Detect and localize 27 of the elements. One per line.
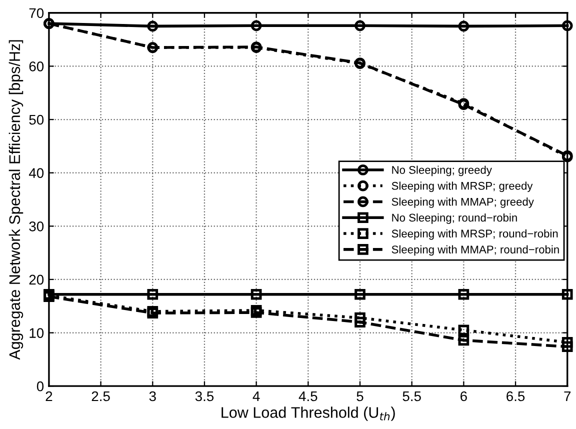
x-tick-label: 4.5 bbox=[298, 391, 318, 402]
legend-label: No Sleeping; greedy bbox=[392, 166, 492, 176]
x-axis-title: Low Load Threshold (U$_{th}$) bbox=[222, 406, 395, 421]
y-tick-label: 0 bbox=[36, 381, 44, 392]
legend-label: No Sleeping; round−robin bbox=[392, 213, 517, 224]
legend-label: Sleeping with MMAP; round−robin bbox=[392, 245, 559, 256]
x-tick-label: 6.5 bbox=[506, 391, 525, 402]
legend-label: Sleeping with MRSP; greedy bbox=[392, 182, 533, 192]
x-tick-label: 4 bbox=[252, 391, 260, 402]
x-tick-label: 5.5 bbox=[402, 391, 421, 402]
x-tick-label: 6 bbox=[460, 391, 467, 402]
x-tick-label: 5 bbox=[356, 391, 364, 402]
y-tick-label: 50 bbox=[29, 114, 44, 125]
x-tick-label: 2 bbox=[46, 391, 52, 402]
legend-label: Sleeping with MMAP; greedy bbox=[392, 198, 534, 208]
y-axis-title: Aggregate Network Spectral Efficiency [bps/Hz] bbox=[8, 40, 24, 360]
legend-label: Sleeping with MRSP; round−robin bbox=[392, 229, 558, 240]
y-tick-label: 20 bbox=[29, 274, 44, 285]
y-tick-label: 10 bbox=[30, 328, 44, 338]
x-tick-label: 7 bbox=[564, 391, 571, 402]
y-tick-label: 60 bbox=[29, 62, 44, 72]
x-tick-label: 3 bbox=[149, 391, 156, 402]
x-tick-label: 2.5 bbox=[92, 391, 110, 402]
x-tick-label: 3.5 bbox=[195, 391, 214, 402]
y-tick-label: 40 bbox=[28, 168, 44, 178]
y-tick-label: 30 bbox=[29, 221, 44, 232]
y-tick-label: 70 bbox=[29, 8, 44, 18]
